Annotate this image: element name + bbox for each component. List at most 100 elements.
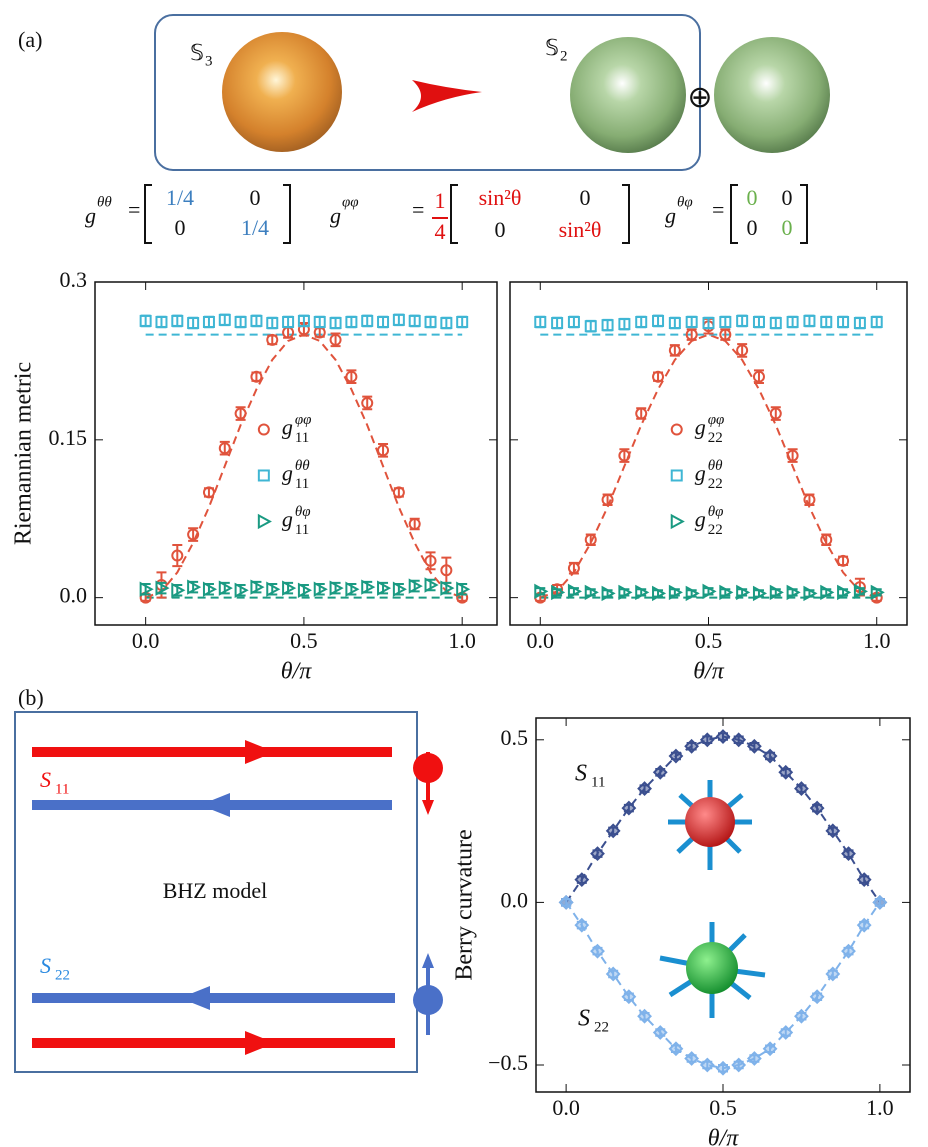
marker bbox=[297, 582, 313, 598]
marker bbox=[762, 1041, 778, 1057]
marker bbox=[637, 781, 652, 796]
marker bbox=[456, 581, 471, 597]
marker bbox=[234, 407, 247, 420]
legend-label-sub: 11 bbox=[295, 430, 309, 446]
x-tick-label: 0.5 bbox=[695, 628, 723, 653]
error-bar bbox=[653, 314, 664, 328]
error-bar bbox=[838, 315, 849, 329]
marker bbox=[424, 315, 437, 328]
eq-symbol: g bbox=[665, 203, 676, 228]
marker bbox=[652, 314, 665, 327]
annotation-sub: 22 bbox=[594, 1019, 609, 1035]
legend-label: g bbox=[282, 415, 293, 440]
marker bbox=[635, 584, 650, 601]
error-bar bbox=[378, 315, 389, 329]
marker bbox=[440, 317, 453, 330]
error-bar bbox=[854, 316, 865, 330]
marker bbox=[820, 533, 833, 546]
marker bbox=[769, 317, 782, 330]
marker bbox=[841, 943, 856, 959]
error-bar bbox=[585, 319, 596, 333]
error-bar bbox=[535, 315, 546, 329]
plot-frame bbox=[94, 281, 498, 626]
marker bbox=[621, 800, 637, 816]
marker bbox=[803, 493, 816, 506]
error-bar bbox=[619, 317, 630, 331]
marker bbox=[155, 580, 170, 596]
error-bar bbox=[753, 315, 764, 329]
marker bbox=[870, 584, 885, 601]
x-tick-label: 1.0 bbox=[863, 628, 891, 653]
marker bbox=[218, 313, 231, 326]
matrix-entry: 0 bbox=[495, 217, 506, 242]
y-tick-label: 0.0 bbox=[501, 887, 529, 912]
marker bbox=[872, 894, 888, 910]
marker bbox=[870, 315, 883, 328]
error-bar bbox=[235, 315, 246, 329]
marker bbox=[456, 315, 469, 328]
marker bbox=[329, 580, 344, 596]
marker bbox=[719, 584, 734, 601]
marker bbox=[392, 581, 407, 597]
matrix-entry: 0 bbox=[580, 185, 591, 210]
marker bbox=[601, 493, 614, 506]
marker bbox=[155, 315, 168, 328]
error-bar bbox=[425, 315, 436, 329]
marker bbox=[329, 333, 342, 346]
matrix-entry: 1/4 bbox=[166, 185, 194, 210]
y-axis-label: Berry curvature bbox=[452, 829, 478, 980]
marker bbox=[825, 966, 841, 982]
marker bbox=[715, 729, 731, 744]
marker bbox=[752, 585, 768, 602]
marker bbox=[424, 577, 439, 593]
marker bbox=[853, 317, 866, 330]
marker bbox=[803, 585, 818, 602]
marker bbox=[202, 581, 218, 597]
error-bar bbox=[172, 544, 183, 568]
edge-channels bbox=[32, 740, 443, 1055]
marker bbox=[652, 370, 665, 383]
marker bbox=[856, 917, 872, 933]
legend-label-sup: θθ bbox=[708, 458, 723, 474]
error-bar bbox=[330, 316, 341, 330]
marker bbox=[778, 764, 794, 780]
legend-label: g bbox=[695, 507, 706, 532]
marker bbox=[621, 989, 637, 1005]
error-bar bbox=[156, 315, 167, 329]
legend-label-sub: 22 bbox=[708, 430, 723, 446]
marker bbox=[668, 344, 681, 357]
marker bbox=[558, 894, 574, 910]
error-bar bbox=[568, 315, 579, 329]
x-axis-label: θ/π bbox=[281, 659, 312, 685]
marker bbox=[746, 1051, 762, 1066]
annotation: S bbox=[575, 761, 587, 787]
marker bbox=[377, 580, 392, 596]
marker bbox=[218, 580, 233, 596]
marker bbox=[377, 315, 390, 328]
x-axis-label: θ/π bbox=[708, 1126, 739, 1147]
marker bbox=[574, 872, 590, 888]
marker bbox=[837, 584, 852, 601]
y-tick-label: 0.15 bbox=[49, 425, 88, 450]
bhz-box bbox=[14, 711, 418, 1073]
marker bbox=[820, 315, 833, 328]
marker bbox=[584, 584, 599, 601]
marker bbox=[786, 584, 801, 601]
error-bar bbox=[770, 316, 781, 330]
marker bbox=[715, 1060, 731, 1076]
legend-marker bbox=[257, 513, 272, 530]
x-axis-label: θ/π bbox=[693, 659, 724, 685]
error-bar bbox=[409, 314, 420, 328]
eq-symbol: g bbox=[85, 203, 96, 228]
marker bbox=[574, 917, 590, 933]
panel-label: (b) bbox=[18, 685, 44, 710]
error-bar bbox=[552, 316, 563, 330]
y-tick-label: 0.5 bbox=[501, 725, 529, 750]
error-bar bbox=[393, 313, 404, 327]
error-bar bbox=[871, 315, 882, 329]
error-bar bbox=[219, 313, 230, 327]
error-bar bbox=[140, 314, 151, 328]
spin-texture bbox=[659, 780, 766, 1018]
marker bbox=[313, 315, 326, 328]
eq-equals: = bbox=[128, 197, 140, 222]
